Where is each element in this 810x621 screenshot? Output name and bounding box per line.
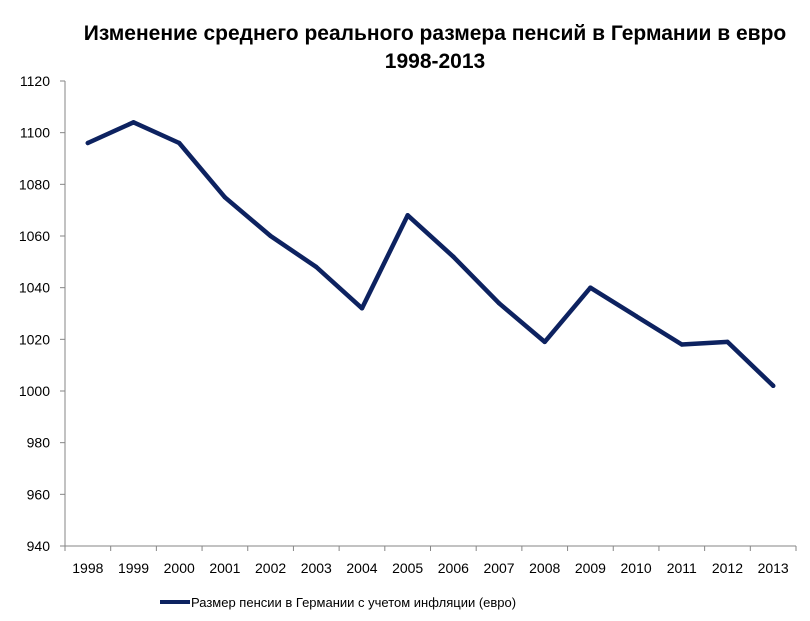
data-point	[359, 306, 365, 311]
data-point	[770, 383, 776, 389]
x-tick-label: 1999	[118, 560, 149, 576]
data-point	[177, 140, 182, 146]
y-tick-label: 1000	[19, 383, 50, 399]
y-tick-label: 1120	[20, 73, 50, 89]
data-point	[131, 120, 136, 125]
data-point	[496, 300, 502, 306]
x-tick-label: 2006	[438, 560, 469, 576]
data-point	[222, 195, 228, 200]
x-tick-label: 2001	[209, 560, 240, 576]
x-tick-label: 2005	[392, 560, 423, 576]
x-tick-label: 2012	[712, 560, 743, 576]
x-tick-label: 2003	[301, 560, 332, 576]
legend-label: Размер пенсии в Германии с учетом инфляц…	[191, 595, 516, 610]
y-tick-label: 1080	[19, 176, 50, 192]
x-tick-label: 2000	[164, 560, 195, 576]
y-tick-label: 960	[27, 486, 51, 502]
data-point	[588, 285, 593, 290]
series-line	[85, 120, 776, 389]
data-point	[405, 213, 410, 218]
y-tick-label: 1060	[19, 228, 50, 244]
y-tick-label: 1040	[19, 280, 50, 296]
y-axis: 940 960 980 1000 1020 1040 1060 1080 1100 1120	[19, 73, 66, 554]
data-point	[679, 342, 684, 347]
y-tick-label: 1100	[20, 125, 50, 141]
y-tick-label: 980	[27, 435, 51, 451]
x-tick-label: 2009	[575, 560, 606, 576]
x-tick-label: 2013	[758, 560, 789, 576]
x-tick-label: 2004	[346, 560, 377, 576]
series-group	[85, 120, 776, 389]
data-point	[85, 140, 91, 146]
y-tick-label: 940	[27, 538, 51, 554]
data-point	[314, 264, 319, 270]
data-point	[268, 233, 273, 239]
data-point	[725, 339, 730, 345]
x-tick-label: 1998	[72, 560, 103, 576]
data-point	[633, 313, 639, 319]
y-tick-label: 1020	[19, 331, 50, 347]
chart-title-line-2: 1998-2013	[385, 50, 485, 73]
data-point	[451, 254, 456, 259]
x-tick-label: 2010	[621, 560, 652, 576]
data-point	[542, 339, 547, 345]
chart-title-line-1: Изменение среднего реального размера пен…	[84, 22, 786, 45]
legend: Размер пенсии в Германии с учетом инфляц…	[160, 595, 516, 610]
x-tick-label: 2002	[255, 560, 286, 576]
x-tick-label: 2011	[667, 560, 697, 576]
x-axis: 1998 1999 2000 2001 2002 2003 2004 2005 2006 2007…	[64, 545, 797, 576]
x-tick-label: 2007	[483, 560, 514, 576]
x-tick-label: 2008	[529, 560, 560, 576]
